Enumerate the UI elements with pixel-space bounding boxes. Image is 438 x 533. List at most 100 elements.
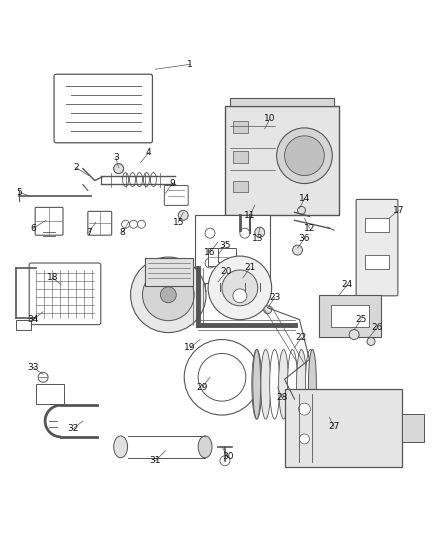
Text: 24: 24 xyxy=(342,280,353,289)
Text: 29: 29 xyxy=(196,383,208,392)
Circle shape xyxy=(277,128,332,183)
Text: 32: 32 xyxy=(67,424,78,433)
Circle shape xyxy=(293,245,303,255)
Bar xyxy=(233,121,248,133)
Circle shape xyxy=(198,353,246,401)
Ellipse shape xyxy=(114,436,127,458)
Circle shape xyxy=(222,270,258,306)
Ellipse shape xyxy=(252,350,262,419)
Circle shape xyxy=(349,329,359,340)
FancyBboxPatch shape xyxy=(88,212,112,235)
Text: 36: 36 xyxy=(299,233,310,243)
Circle shape xyxy=(233,289,247,303)
Text: 19: 19 xyxy=(184,343,196,352)
Text: 34: 34 xyxy=(28,315,39,324)
Circle shape xyxy=(131,257,206,333)
Text: 7: 7 xyxy=(86,228,92,237)
Bar xyxy=(365,255,389,269)
Circle shape xyxy=(122,220,130,228)
Text: 2: 2 xyxy=(73,163,79,172)
Circle shape xyxy=(138,220,145,228)
Ellipse shape xyxy=(253,350,261,419)
Ellipse shape xyxy=(123,173,129,187)
Circle shape xyxy=(264,306,272,314)
Text: 30: 30 xyxy=(222,453,234,461)
Bar xyxy=(145,258,193,286)
Ellipse shape xyxy=(130,173,135,187)
Bar xyxy=(402,414,424,442)
Text: 17: 17 xyxy=(393,206,405,215)
Text: 25: 25 xyxy=(355,315,367,324)
Ellipse shape xyxy=(150,173,156,187)
Circle shape xyxy=(205,258,215,268)
Text: 21: 21 xyxy=(244,263,255,272)
Text: 11: 11 xyxy=(244,211,255,220)
Circle shape xyxy=(285,136,324,175)
Circle shape xyxy=(255,227,265,237)
Text: 9: 9 xyxy=(170,179,175,188)
Ellipse shape xyxy=(288,350,297,419)
Bar xyxy=(365,219,389,232)
Ellipse shape xyxy=(261,350,271,419)
Circle shape xyxy=(208,256,272,320)
Text: 31: 31 xyxy=(150,456,161,465)
Text: 35: 35 xyxy=(219,240,231,249)
Text: 6: 6 xyxy=(30,224,36,233)
Ellipse shape xyxy=(308,350,316,419)
Text: 3: 3 xyxy=(113,153,119,162)
Ellipse shape xyxy=(270,350,279,419)
Text: 28: 28 xyxy=(276,393,287,402)
Text: 14: 14 xyxy=(299,194,310,203)
Text: 12: 12 xyxy=(304,224,315,233)
Circle shape xyxy=(184,340,260,415)
Ellipse shape xyxy=(279,350,289,419)
Text: 1: 1 xyxy=(187,60,193,69)
Text: 5: 5 xyxy=(16,188,22,197)
Circle shape xyxy=(114,164,124,174)
Text: 10: 10 xyxy=(264,115,276,124)
Text: 27: 27 xyxy=(328,423,340,432)
Ellipse shape xyxy=(297,350,307,419)
Bar xyxy=(331,305,369,327)
Bar xyxy=(16,320,31,329)
Bar xyxy=(319,295,381,336)
Circle shape xyxy=(220,456,230,466)
Text: 16: 16 xyxy=(204,248,216,256)
Bar xyxy=(233,181,248,192)
FancyBboxPatch shape xyxy=(54,74,152,143)
Circle shape xyxy=(205,228,215,238)
Text: 26: 26 xyxy=(371,323,383,332)
Circle shape xyxy=(38,373,48,382)
Bar xyxy=(195,215,270,283)
Ellipse shape xyxy=(144,173,149,187)
Circle shape xyxy=(142,269,194,321)
Bar xyxy=(36,384,64,404)
Circle shape xyxy=(297,206,305,214)
Text: 18: 18 xyxy=(47,273,59,282)
Circle shape xyxy=(300,434,309,444)
Circle shape xyxy=(240,258,250,268)
Text: 33: 33 xyxy=(28,363,39,372)
Bar xyxy=(225,106,339,215)
Bar xyxy=(218,248,236,262)
FancyBboxPatch shape xyxy=(35,207,63,235)
Text: 13: 13 xyxy=(252,233,264,243)
Text: 4: 4 xyxy=(146,148,151,157)
Circle shape xyxy=(298,403,311,415)
Bar xyxy=(233,151,248,163)
Circle shape xyxy=(160,287,176,303)
Circle shape xyxy=(130,220,138,228)
Ellipse shape xyxy=(137,173,142,187)
Circle shape xyxy=(178,211,188,220)
FancyBboxPatch shape xyxy=(356,199,398,296)
Text: 8: 8 xyxy=(120,228,126,237)
Bar xyxy=(208,248,228,266)
Circle shape xyxy=(240,228,250,238)
Ellipse shape xyxy=(198,436,212,458)
Ellipse shape xyxy=(305,350,315,419)
Circle shape xyxy=(367,337,375,345)
Bar xyxy=(230,98,334,106)
FancyBboxPatch shape xyxy=(29,263,101,325)
FancyBboxPatch shape xyxy=(164,185,188,205)
Bar xyxy=(285,389,402,467)
